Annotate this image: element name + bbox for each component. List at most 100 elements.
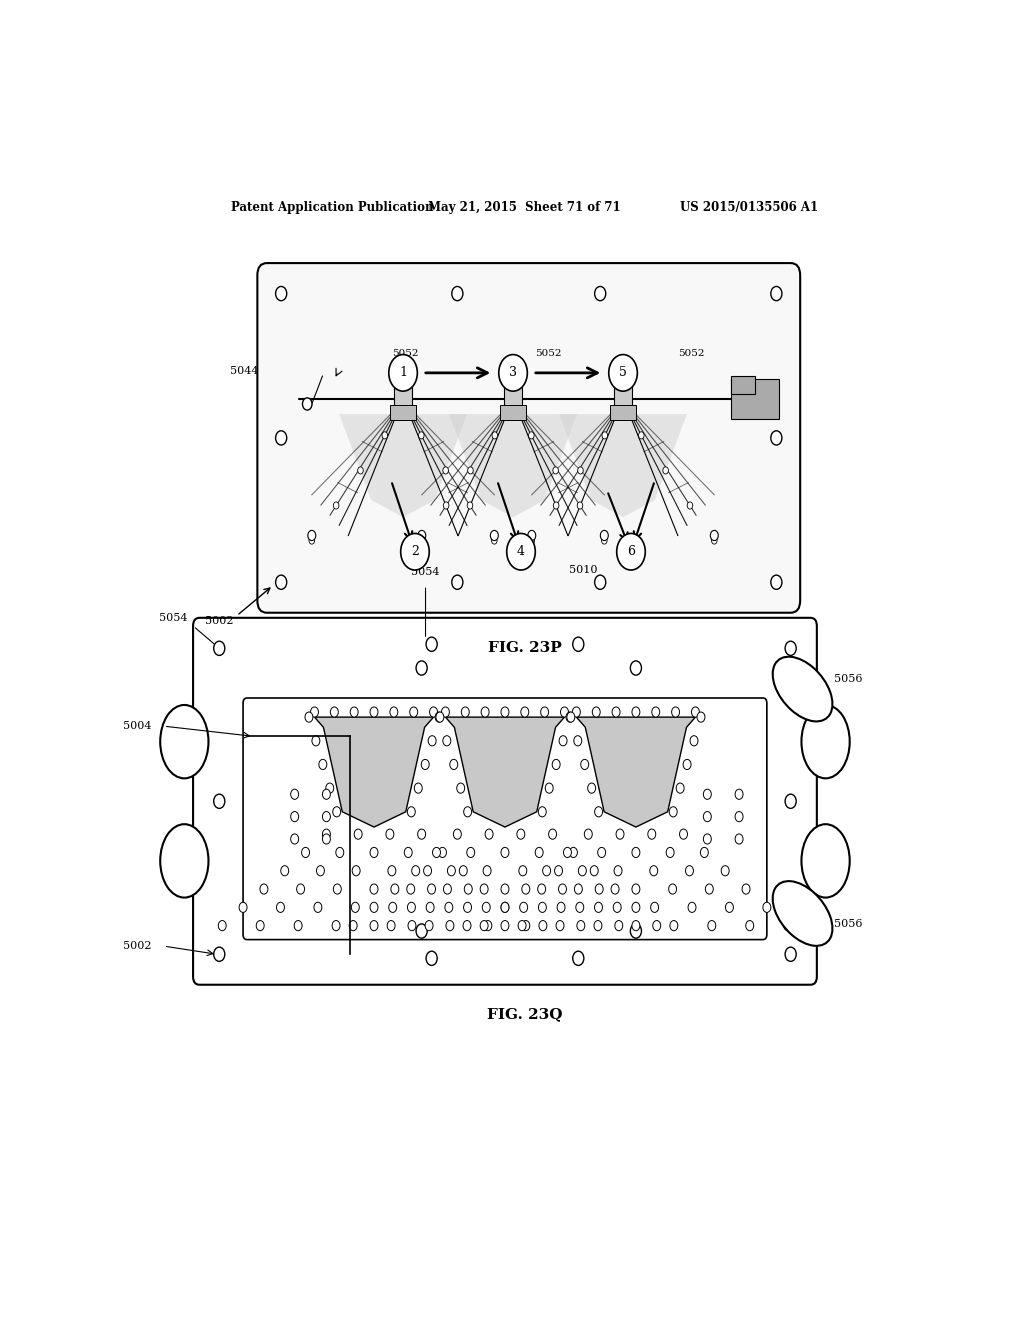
Circle shape xyxy=(388,866,396,876)
Circle shape xyxy=(632,847,640,858)
Circle shape xyxy=(490,531,499,541)
Circle shape xyxy=(771,286,782,301)
Circle shape xyxy=(632,884,640,894)
Circle shape xyxy=(404,847,413,858)
Circle shape xyxy=(614,920,623,931)
Circle shape xyxy=(602,432,607,440)
Circle shape xyxy=(652,708,659,717)
Circle shape xyxy=(680,829,687,840)
Circle shape xyxy=(424,866,431,876)
Circle shape xyxy=(442,467,449,474)
Text: 5010: 5010 xyxy=(569,565,598,576)
Polygon shape xyxy=(577,717,695,828)
Circle shape xyxy=(256,920,264,931)
Circle shape xyxy=(408,807,416,817)
Circle shape xyxy=(667,847,674,858)
Circle shape xyxy=(442,735,451,746)
Circle shape xyxy=(214,795,225,808)
Circle shape xyxy=(480,884,488,894)
Circle shape xyxy=(559,735,567,746)
Circle shape xyxy=(334,884,341,894)
Circle shape xyxy=(412,866,420,876)
Circle shape xyxy=(691,708,699,717)
Circle shape xyxy=(443,502,449,510)
Circle shape xyxy=(334,502,339,510)
Circle shape xyxy=(712,537,717,544)
Circle shape xyxy=(745,920,754,931)
Circle shape xyxy=(291,812,299,822)
Text: US 2015/0135506 A1: US 2015/0135506 A1 xyxy=(680,201,818,214)
Text: 5002: 5002 xyxy=(205,616,233,626)
Circle shape xyxy=(670,920,678,931)
Circle shape xyxy=(688,903,696,912)
Circle shape xyxy=(735,789,743,800)
Circle shape xyxy=(386,829,394,840)
Text: 3: 3 xyxy=(509,367,517,379)
Circle shape xyxy=(608,355,637,391)
Circle shape xyxy=(529,537,535,544)
Circle shape xyxy=(447,866,456,876)
Circle shape xyxy=(332,920,340,931)
Circle shape xyxy=(428,735,436,746)
Circle shape xyxy=(370,847,378,858)
Circle shape xyxy=(574,884,583,894)
Circle shape xyxy=(370,920,378,931)
Circle shape xyxy=(351,903,359,912)
Circle shape xyxy=(600,531,608,541)
Circle shape xyxy=(703,812,712,822)
Circle shape xyxy=(706,884,714,894)
Circle shape xyxy=(572,708,581,717)
Circle shape xyxy=(302,397,312,411)
Text: 6: 6 xyxy=(627,545,635,558)
Ellipse shape xyxy=(802,824,850,898)
Circle shape xyxy=(763,903,771,912)
Text: 5052: 5052 xyxy=(392,348,419,358)
Circle shape xyxy=(672,708,680,717)
Circle shape xyxy=(614,866,622,876)
FancyBboxPatch shape xyxy=(194,618,817,985)
Bar xyxy=(610,405,636,420)
Circle shape xyxy=(428,884,435,894)
Text: FIG. 23Q: FIG. 23Q xyxy=(487,1007,562,1022)
Circle shape xyxy=(460,866,467,876)
Circle shape xyxy=(426,952,437,965)
Circle shape xyxy=(438,847,446,858)
Circle shape xyxy=(415,783,422,793)
Circle shape xyxy=(539,807,546,817)
Circle shape xyxy=(595,884,603,894)
Circle shape xyxy=(408,920,416,931)
Circle shape xyxy=(552,759,560,770)
Circle shape xyxy=(318,759,327,770)
Circle shape xyxy=(389,355,418,391)
Circle shape xyxy=(464,807,472,817)
Circle shape xyxy=(595,286,606,301)
Circle shape xyxy=(632,920,640,931)
Circle shape xyxy=(499,355,527,391)
Circle shape xyxy=(492,432,498,440)
Circle shape xyxy=(539,920,547,931)
Circle shape xyxy=(577,920,585,931)
Text: 1: 1 xyxy=(399,367,408,379)
Circle shape xyxy=(492,537,497,544)
Circle shape xyxy=(333,807,341,817)
Circle shape xyxy=(419,432,424,440)
Circle shape xyxy=(430,708,437,717)
Circle shape xyxy=(595,807,602,817)
Bar xyxy=(731,379,779,420)
Circle shape xyxy=(735,812,743,822)
Circle shape xyxy=(598,847,605,858)
Circle shape xyxy=(553,502,559,510)
Circle shape xyxy=(464,884,472,894)
Circle shape xyxy=(357,467,364,474)
Circle shape xyxy=(676,783,684,793)
Circle shape xyxy=(389,903,396,912)
Circle shape xyxy=(407,884,415,894)
Polygon shape xyxy=(314,717,433,828)
Circle shape xyxy=(590,866,598,876)
Circle shape xyxy=(323,812,331,822)
Circle shape xyxy=(291,789,299,800)
Circle shape xyxy=(522,920,529,931)
Circle shape xyxy=(352,866,360,876)
Circle shape xyxy=(408,903,416,912)
Circle shape xyxy=(349,920,357,931)
